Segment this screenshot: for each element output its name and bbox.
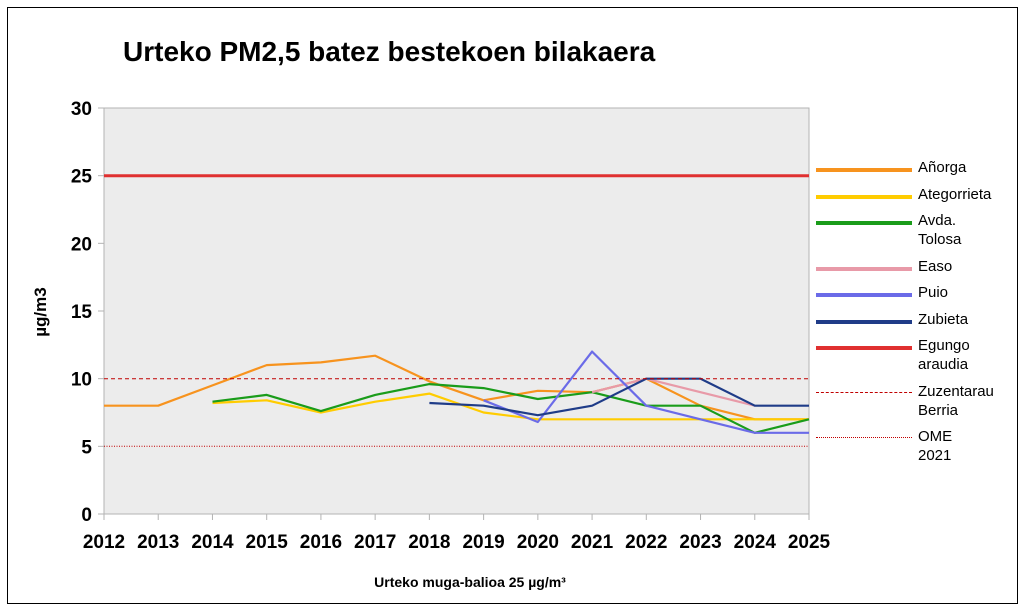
series-line-ategorrieta [212, 392, 809, 421]
x-tick-label: 2019 [462, 532, 504, 553]
x-tick-label: 2015 [246, 532, 289, 553]
legend-swatch [816, 194, 912, 199]
x-tick-label: 2013 [137, 532, 179, 553]
x-tick-label: 2023 [679, 532, 721, 553]
x-tick-label: 2022 [625, 532, 667, 553]
legend-label: Avda. Tolosa [918, 212, 962, 248]
series-ategorrieta [212, 392, 809, 421]
y-tick-label: 5 [81, 437, 92, 458]
y-tick-label: 25 [71, 167, 93, 188]
x-tick-label: 2012 [83, 532, 125, 553]
legend-swatch [816, 319, 912, 324]
series-zubieta [429, 377, 809, 417]
x-tick-label: 2016 [300, 532, 342, 553]
series-avda-tolosa [212, 383, 810, 434]
series-line-zubieta [429, 377, 809, 417]
plot-area [103, 107, 810, 515]
legend-label: Zubieta [918, 310, 969, 328]
x-tick-label: 2017 [354, 532, 396, 553]
x-tick-label: 2014 [191, 532, 234, 553]
series-line-easo [591, 377, 756, 407]
x-tick-label: 2020 [517, 532, 559, 553]
legend-swatch [816, 168, 912, 172]
x-tick-label: 2021 [571, 532, 614, 553]
legend-label: Ategorrieta [918, 185, 992, 203]
y-tick-label: 30 [71, 99, 92, 120]
y-tick-label: 15 [71, 302, 93, 323]
legend-label: Zuzentarau Berria [918, 382, 994, 419]
series-line-añorga [104, 354, 809, 421]
chart-title: Urteko PM2,5 batez bestekoen bilakaera [123, 36, 656, 67]
legend-label: Añorga [918, 159, 967, 176]
series-puio [483, 350, 809, 434]
series-añorga [104, 354, 809, 421]
x-tick-label: 2024 [734, 532, 777, 553]
x-tick-label: 2018 [408, 532, 450, 553]
series-line-puio [483, 350, 809, 434]
legend-swatch [816, 346, 912, 350]
legend-swatch [816, 266, 912, 271]
y-tick-label: 20 [71, 234, 92, 255]
x-axis-note: Urteko muga-balioa 25 µg/m³ [374, 574, 566, 590]
legend-label: Egungo araudia [918, 337, 970, 373]
x-tick-label: 2025 [788, 532, 831, 553]
series-line-avda-tolosa [212, 383, 810, 434]
y-tick-label: 0 [81, 505, 92, 526]
legend-swatch [816, 437, 912, 438]
legend-label: Easo [918, 257, 953, 275]
y-tick-label: 10 [71, 370, 92, 391]
legend-label: Puio [918, 284, 949, 301]
series-easo [591, 377, 756, 407]
legend-label: OME 2021 [918, 428, 953, 464]
legend-swatch [816, 293, 912, 297]
legend-swatch [816, 221, 912, 225]
legend-swatch [816, 391, 912, 393]
